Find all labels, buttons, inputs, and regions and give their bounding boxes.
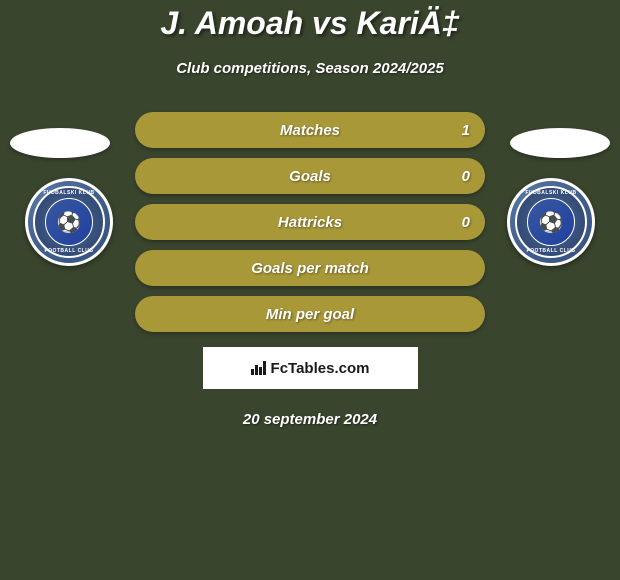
- stat-row-hattricks: Hattricks 0: [135, 204, 485, 240]
- stat-row-min-per-goal: Min per goal: [135, 296, 485, 332]
- stats-container: Matches 1 Goals 0 Hattricks 0 Goals per …: [0, 112, 620, 332]
- stat-row-goals-per-match: Goals per match: [135, 250, 485, 286]
- stat-value-hattricks: 0: [462, 214, 470, 231]
- stat-value-matches: 1: [462, 122, 470, 139]
- chart-icon: [251, 361, 267, 375]
- stat-row-matches: Matches 1: [135, 112, 485, 148]
- stat-value-goals: 0: [462, 168, 470, 185]
- date-text: 20 september 2024: [0, 411, 620, 428]
- subtitle: Club competitions, Season 2024/2025: [0, 60, 620, 77]
- watermark-text: FcTables.com: [271, 360, 370, 377]
- watermark-box: FcTables.com: [203, 347, 418, 389]
- stat-label-hattricks: Hattricks: [278, 214, 342, 231]
- stat-label-goals-per-match: Goals per match: [251, 260, 369, 277]
- stat-row-goals: Goals 0: [135, 158, 485, 194]
- stat-label-matches: Matches: [280, 122, 340, 139]
- page-title: J. Amoah vs KariÄ‡: [0, 5, 620, 42]
- stat-label-goals: Goals: [289, 168, 331, 185]
- stat-label-min-per-goal: Min per goal: [266, 306, 354, 323]
- content-wrapper: J. Amoah vs KariÄ‡ Club competitions, Se…: [0, 0, 620, 428]
